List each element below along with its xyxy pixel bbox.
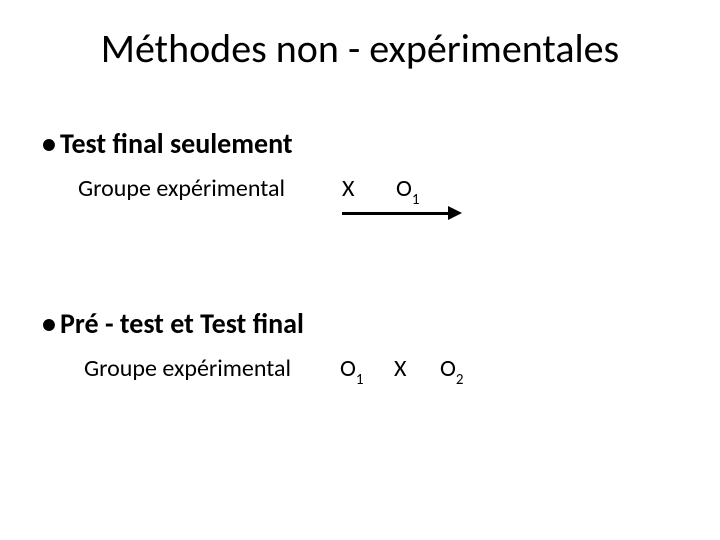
section1-group-label: Groupe expérimental (78, 174, 285, 203)
arrow-shaft (342, 212, 452, 215)
section2-O2-letter: O (440, 354, 456, 383)
bullet-section-2: •Pré - test et Test final (42, 306, 304, 341)
section1-O1-letter: O (396, 174, 412, 203)
section1-O1: O1 (396, 174, 420, 207)
section2-O1: O1 (340, 354, 364, 387)
bullet-dot-icon: • (42, 306, 60, 341)
section2-O1-letter: O (340, 354, 356, 383)
section2-O2: O2 (440, 354, 464, 387)
section2-O1-sub: 1 (356, 371, 364, 389)
section2-group-label: Groupe expérimental (84, 354, 291, 383)
arrow-head-icon (448, 206, 462, 220)
section2-X: X (394, 354, 406, 383)
section1-heading: Test final seulement (60, 126, 293, 161)
section2-O2-sub: 2 (456, 371, 464, 389)
slide: Méthodes non - expérimentales •Test fina… (0, 0, 720, 540)
bullet-section-1: •Test final seulement (42, 126, 293, 161)
slide-title: Méthodes non - expérimentales (0, 24, 720, 73)
section1-X: X (342, 174, 354, 203)
bullet-dot-icon: • (42, 126, 60, 161)
section2-heading: Pré - test et Test final (60, 306, 304, 341)
section1-O1-sub: 1 (412, 191, 420, 209)
